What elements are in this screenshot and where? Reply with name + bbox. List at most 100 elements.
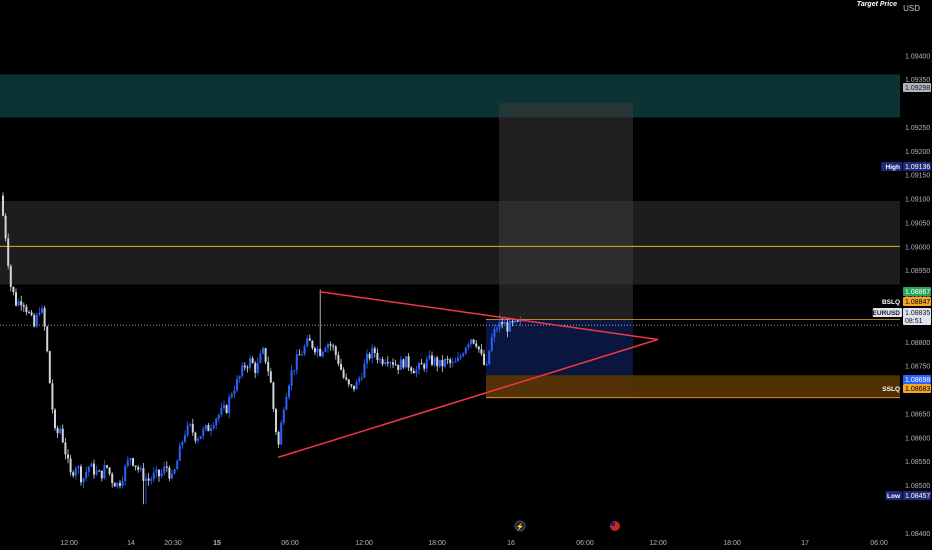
candle-body: [290, 370, 293, 386]
candle-body: [95, 470, 98, 475]
candle-body: [477, 346, 480, 350]
candle-body: [407, 356, 410, 368]
candle-body: [51, 383, 54, 410]
candle-body: [295, 354, 298, 371]
candle-body: [428, 355, 431, 360]
candle-body: [509, 321, 511, 332]
low-label-value: 1.08457: [905, 493, 930, 500]
candle-body: [438, 359, 441, 367]
lightning-event-icon[interactable]: [514, 520, 526, 532]
candle-body: [449, 359, 452, 364]
candle-body: [77, 466, 80, 469]
candle-body: [184, 435, 186, 442]
bslq-label[interactable]: [903, 297, 931, 306]
triangle-upper-line[interactable]: [319, 290, 659, 341]
bslq-label-value: 1.08847: [905, 299, 930, 306]
candle-body: [43, 308, 46, 327]
candle-body: [212, 425, 215, 429]
eurusd-label[interactable]: [903, 308, 931, 317]
y-tick-label: 1.09200: [905, 149, 930, 156]
candle-body: [347, 379, 350, 385]
x-tick-label: 06:00: [281, 540, 299, 547]
drawings-layer: [277, 290, 659, 459]
candle-body: [358, 378, 361, 382]
candle-body: [132, 458, 134, 466]
target-zone: [0, 74, 900, 118]
blue-label[interactable]: [903, 375, 931, 384]
candle-body: [67, 454, 69, 459]
high-label-value: 1.09136: [905, 164, 930, 171]
candle-body: [163, 466, 166, 473]
candle-body: [72, 472, 75, 476]
candle-body: [48, 351, 51, 384]
candle-body: [402, 359, 405, 368]
x-tick-label: 16: [507, 540, 515, 547]
triangle-lower-line[interactable]: [277, 338, 659, 459]
candle-body: [392, 362, 394, 365]
candle-body: [501, 321, 504, 325]
high-label[interactable]: [903, 162, 931, 171]
candle-body: [451, 362, 454, 364]
sslq-label[interactable]: [903, 384, 931, 393]
y-tick-label: 1.08600: [905, 435, 930, 442]
candle-body: [324, 348, 327, 352]
candle-body: [103, 465, 106, 479]
candle-body: [202, 429, 205, 437]
candle-body: [319, 348, 322, 357]
zones-layer: [0, 74, 900, 399]
candle-body: [150, 479, 153, 481]
candle-body: [194, 432, 197, 441]
candle-body: [41, 308, 43, 313]
low-label[interactable]: [903, 491, 931, 500]
green-label[interactable]: [903, 287, 931, 296]
candle-body: [516, 320, 519, 322]
y-tick-label: 1.08950: [905, 268, 930, 275]
candle-body: [124, 466, 127, 481]
candle-body: [69, 458, 72, 473]
candle-body: [46, 326, 49, 352]
candle-body: [90, 463, 93, 467]
candle-body: [433, 357, 436, 365]
candle-body: [269, 371, 272, 383]
candle-body: [56, 428, 59, 434]
candle-body: [288, 385, 290, 398]
y-tick-label: 1.09100: [905, 197, 930, 204]
candle-body: [277, 431, 280, 445]
y-tick-label: 1.08650: [905, 411, 930, 418]
x-tick-label: 12:00: [60, 540, 78, 547]
candle-body: [204, 425, 207, 430]
candle-body: [360, 377, 363, 379]
target-price-label[interactable]: [903, 83, 931, 92]
candle-body: [462, 353, 465, 357]
candle-body: [256, 363, 259, 373]
candle-body: [334, 346, 337, 356]
candle-body: [472, 339, 475, 344]
candle-body: [376, 353, 379, 361]
candle-body: [303, 346, 306, 355]
candle-body: [342, 369, 345, 378]
low-label-tag: Low: [887, 493, 901, 500]
y-tick-label: 1.08550: [905, 459, 930, 466]
candle-body: [483, 353, 485, 365]
candle-body: [9, 265, 12, 287]
candle-body: [74, 468, 77, 476]
candle-body: [420, 363, 423, 365]
candle-body: [191, 424, 194, 433]
candle-body: [397, 364, 400, 370]
high-label-tag-box: [881, 162, 902, 171]
candle-body: [267, 362, 270, 372]
x-tick-label: 06:00: [870, 540, 888, 547]
x-tick-label: 12:00: [355, 540, 373, 547]
countdown-label-value: 08:51: [905, 318, 923, 325]
candle-body: [249, 358, 251, 368]
currency-label[interactable]: USD: [903, 4, 920, 13]
countdown-label[interactable]: [903, 316, 931, 325]
target-price-label-value: 1.09298: [905, 85, 930, 92]
candle-body: [33, 315, 36, 327]
candle-body: [165, 466, 168, 468]
candle-body: [340, 363, 342, 370]
candle-body: [285, 397, 288, 410]
candle-body: [280, 422, 283, 445]
candle-body: [108, 467, 111, 474]
